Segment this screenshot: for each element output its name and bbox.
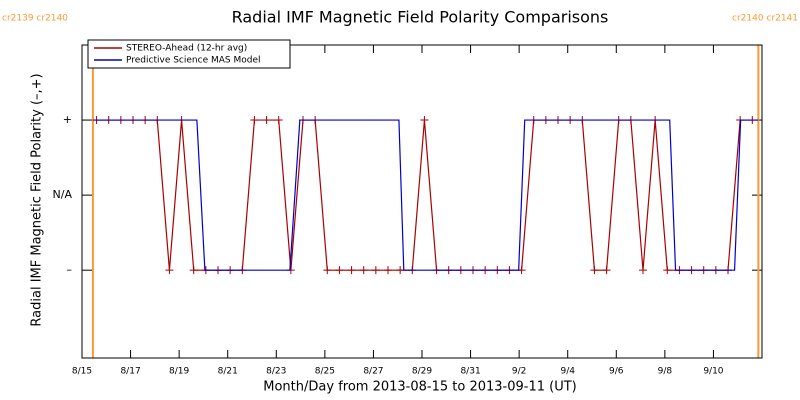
data-point — [165, 266, 174, 275]
legend-label: Predictive Science MAS Model — [126, 56, 261, 66]
data-point — [347, 266, 356, 275]
x-tick-label: 8/17 — [120, 367, 140, 377]
x-tick-label: 8/27 — [363, 367, 383, 377]
data-point — [371, 266, 380, 275]
legend-box — [87, 39, 291, 69]
data-point — [663, 266, 672, 275]
data-point — [250, 116, 259, 125]
x-tick-label: 9/6 — [609, 367, 624, 377]
x-tick-label: 8/23 — [266, 367, 286, 377]
y-tick-label: N/A — [53, 188, 73, 201]
data-point — [335, 266, 344, 275]
data-point — [420, 116, 429, 125]
x-tick-label: 9/2 — [512, 367, 526, 377]
x-axis-label: Month/Day from 2013-08-15 to 2013-09-11 … — [263, 380, 576, 395]
legend-label: STEREO-Ahead (12-hr avg) — [126, 44, 247, 54]
data-point — [262, 116, 271, 125]
x-tick-label: 8/25 — [315, 367, 335, 377]
x-tick-label: 9/10 — [703, 367, 723, 377]
y-tick-label: – — [67, 263, 73, 276]
data-point — [274, 116, 283, 125]
y-tick-label: + — [63, 113, 72, 126]
x-tick-label: 9/8 — [658, 367, 673, 377]
data-point — [639, 266, 647, 275]
data-point — [323, 266, 332, 275]
rotation-label: cr2140 cr2141 — [732, 14, 798, 24]
data-point — [590, 266, 599, 275]
x-tick-label: 8/19 — [169, 367, 189, 377]
series-line — [92, 119, 759, 271]
data-point — [359, 266, 368, 275]
y-axis-label: Radial IMF Magnetic Field Polarity (–,+) — [30, 73, 45, 326]
data-point — [189, 266, 198, 275]
data-point — [602, 266, 611, 275]
x-tick-label: 8/31 — [460, 367, 480, 377]
x-tick-label: 8/21 — [218, 367, 238, 377]
chart-title: Radial IMF Magnetic Field Polarity Compa… — [232, 8, 609, 27]
x-tick-label: 9/4 — [560, 367, 575, 377]
rotation-label: cr2139 cr2140 — [2, 14, 68, 24]
x-tick-label: 8/15 — [72, 367, 92, 377]
plot-frame — [81, 44, 763, 359]
data-point — [396, 266, 405, 275]
data-point — [384, 266, 392, 275]
x-tick-label: 8/29 — [412, 367, 432, 377]
